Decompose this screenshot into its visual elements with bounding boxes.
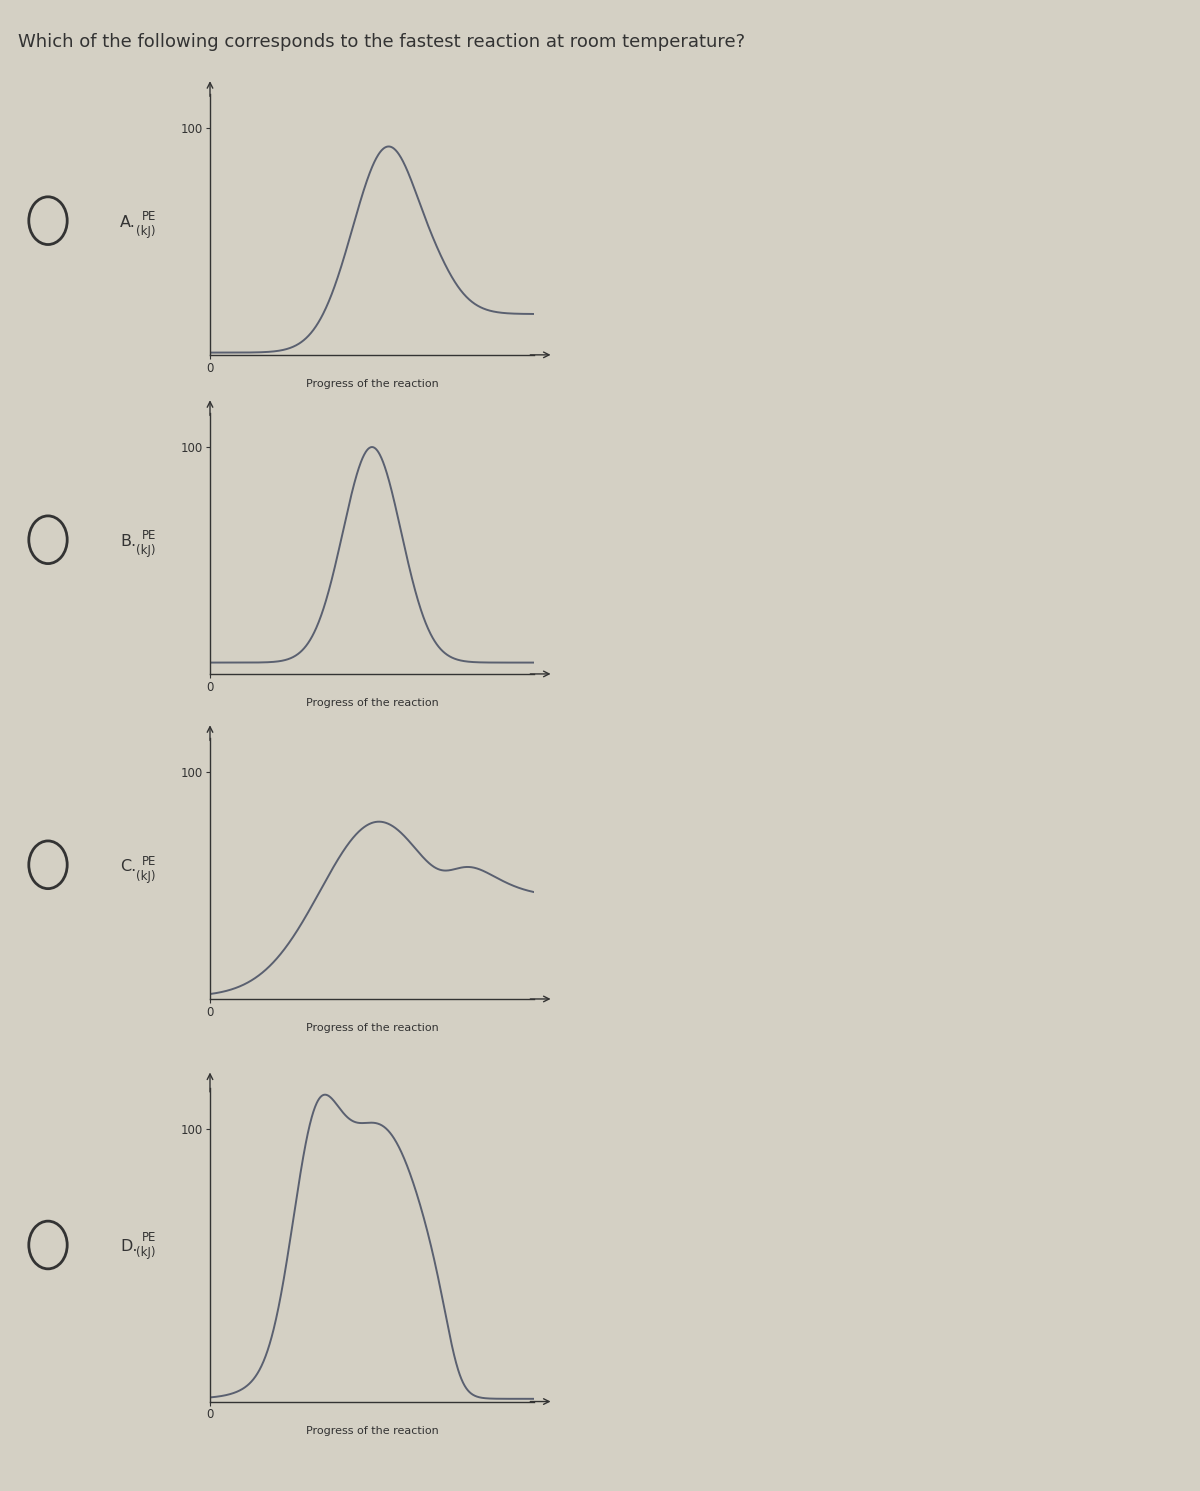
X-axis label: Progress of the reaction: Progress of the reaction <box>306 698 438 708</box>
Text: C.: C. <box>120 859 137 874</box>
Text: Which of the following corresponds to the fastest reaction at room temperature?: Which of the following corresponds to th… <box>18 33 745 51</box>
Y-axis label: PE
(kJ): PE (kJ) <box>137 1232 156 1258</box>
Text: D.: D. <box>120 1239 138 1254</box>
Text: A.: A. <box>120 215 136 230</box>
X-axis label: Progress of the reaction: Progress of the reaction <box>306 1023 438 1033</box>
X-axis label: Progress of the reaction: Progress of the reaction <box>306 379 438 389</box>
Text: B.: B. <box>120 534 136 549</box>
X-axis label: Progress of the reaction: Progress of the reaction <box>306 1425 438 1436</box>
Y-axis label: PE
(kJ): PE (kJ) <box>137 854 156 883</box>
Y-axis label: PE
(kJ): PE (kJ) <box>137 210 156 239</box>
Y-axis label: PE
(kJ): PE (kJ) <box>137 529 156 558</box>
